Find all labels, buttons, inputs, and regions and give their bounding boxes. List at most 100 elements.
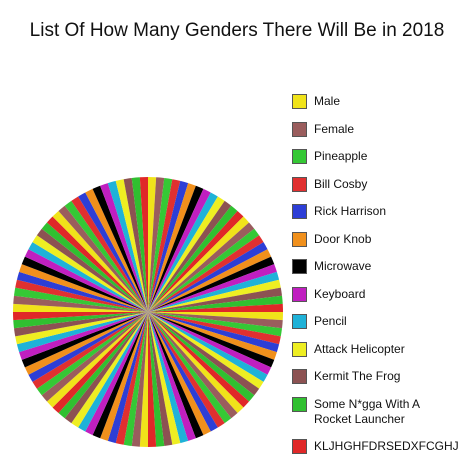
pie-slice	[148, 295, 283, 312]
pie-slice	[148, 312, 218, 432]
legend-swatch	[292, 369, 307, 384]
legend-swatch	[292, 259, 307, 274]
pie-slice	[16, 312, 149, 353]
pie-slice	[148, 312, 225, 428]
pie-slice	[46, 312, 148, 408]
pie-slice	[131, 312, 148, 447]
pie-slice	[148, 180, 189, 312]
pie-slice	[148, 312, 268, 382]
pie-slice	[16, 271, 149, 312]
pie-slice	[46, 216, 148, 312]
legend-label: KLJHGHFDRSEDXFCGHJ	[314, 438, 459, 453]
pie-slice	[148, 196, 225, 312]
chart-title: List Of How Many Genders There Will Be i…	[29, 20, 445, 41]
pie-slice	[32, 235, 148, 312]
pie-slice	[148, 312, 280, 353]
legend-swatch	[292, 341, 307, 357]
pie-slice	[148, 312, 165, 447]
pie-slice	[148, 264, 277, 312]
pie-slice	[139, 312, 148, 447]
pie-slice	[148, 222, 255, 312]
legend-item: Male	[292, 94, 464, 109]
legend-swatch	[292, 438, 307, 454]
pie-slice	[41, 312, 149, 402]
pie-slice	[148, 279, 281, 312]
pie-slice	[13, 312, 149, 337]
pie-slice	[148, 205, 238, 312]
legend-swatch	[292, 286, 307, 302]
legend-item: Rick Harrison	[292, 204, 464, 219]
pie-slice	[148, 312, 232, 424]
legend-label: Some N*gga With A Rocket Launcher	[314, 396, 420, 426]
pie-slice	[148, 312, 238, 419]
pie-slice	[115, 179, 148, 312]
pie-slice	[148, 312, 255, 402]
pie-slice	[13, 312, 148, 329]
pie-slice	[100, 312, 148, 441]
pie-slice	[148, 312, 204, 439]
pie-slice	[148, 312, 196, 441]
legend-label: Microwave	[314, 259, 372, 273]
legend-swatch	[292, 176, 307, 192]
pie-slice	[15, 279, 148, 312]
pie-slice	[148, 192, 218, 312]
pie-slice	[148, 312, 181, 445]
pie-slice	[19, 264, 148, 312]
pie-slice	[148, 312, 272, 375]
legend-label: Door Knob	[314, 231, 372, 246]
pie-slice	[85, 188, 148, 312]
legend-item: Female	[292, 121, 464, 137]
legend-item: Door Knob	[292, 231, 464, 247]
pie-slice	[107, 312, 148, 444]
pie-slice	[148, 312, 244, 414]
pie-slice	[13, 287, 149, 312]
pie-slice	[148, 312, 260, 396]
pie-slice	[52, 210, 148, 312]
pie-slice	[148, 287, 283, 312]
pie-slice	[148, 188, 211, 312]
pie-slice	[13, 295, 148, 312]
pie-slice	[100, 183, 148, 312]
pie-slice	[36, 228, 148, 312]
legend-item: Microwave	[292, 259, 464, 274]
legend-label: Kermit The Frog	[314, 369, 401, 383]
pie-slice	[148, 177, 173, 312]
pie-slice	[148, 256, 275, 312]
pie-slice	[148, 249, 272, 312]
pie-slice	[148, 235, 264, 312]
pie-slice	[148, 312, 189, 444]
pie-slice	[115, 312, 148, 445]
legend-label: Keyboard	[314, 286, 366, 301]
pie-slice	[148, 312, 277, 360]
pie-slice	[78, 192, 148, 312]
pie-slice	[148, 177, 157, 312]
pie-slice	[64, 312, 148, 424]
pie-slice	[24, 249, 148, 312]
legend-swatch	[292, 231, 307, 247]
pie-slice	[92, 185, 148, 312]
pie-slice	[32, 312, 148, 389]
pie-slice	[148, 177, 165, 312]
legend-label: Attack Helicopter	[314, 341, 405, 356]
legend-item: Bill Cosby	[292, 176, 464, 192]
pie-slice	[148, 312, 283, 329]
pie-slice	[148, 312, 157, 447]
pie-slice	[148, 312, 250, 408]
pie-slice	[148, 216, 250, 312]
pie-slice	[28, 242, 148, 312]
legend-swatch	[292, 149, 307, 164]
pie-slice	[19, 312, 148, 360]
pie-slice	[64, 200, 148, 312]
pie-slice	[148, 179, 181, 312]
pie-slice	[71, 312, 148, 428]
legend-swatch	[292, 121, 307, 137]
pie-slice	[148, 312, 283, 337]
legend-swatch	[292, 314, 307, 329]
legend-item: Attack Helicopter	[292, 341, 464, 357]
pie-slice	[15, 312, 148, 345]
legend-swatch	[292, 94, 307, 109]
pie-slice	[123, 312, 148, 447]
pie-slice	[148, 312, 173, 447]
